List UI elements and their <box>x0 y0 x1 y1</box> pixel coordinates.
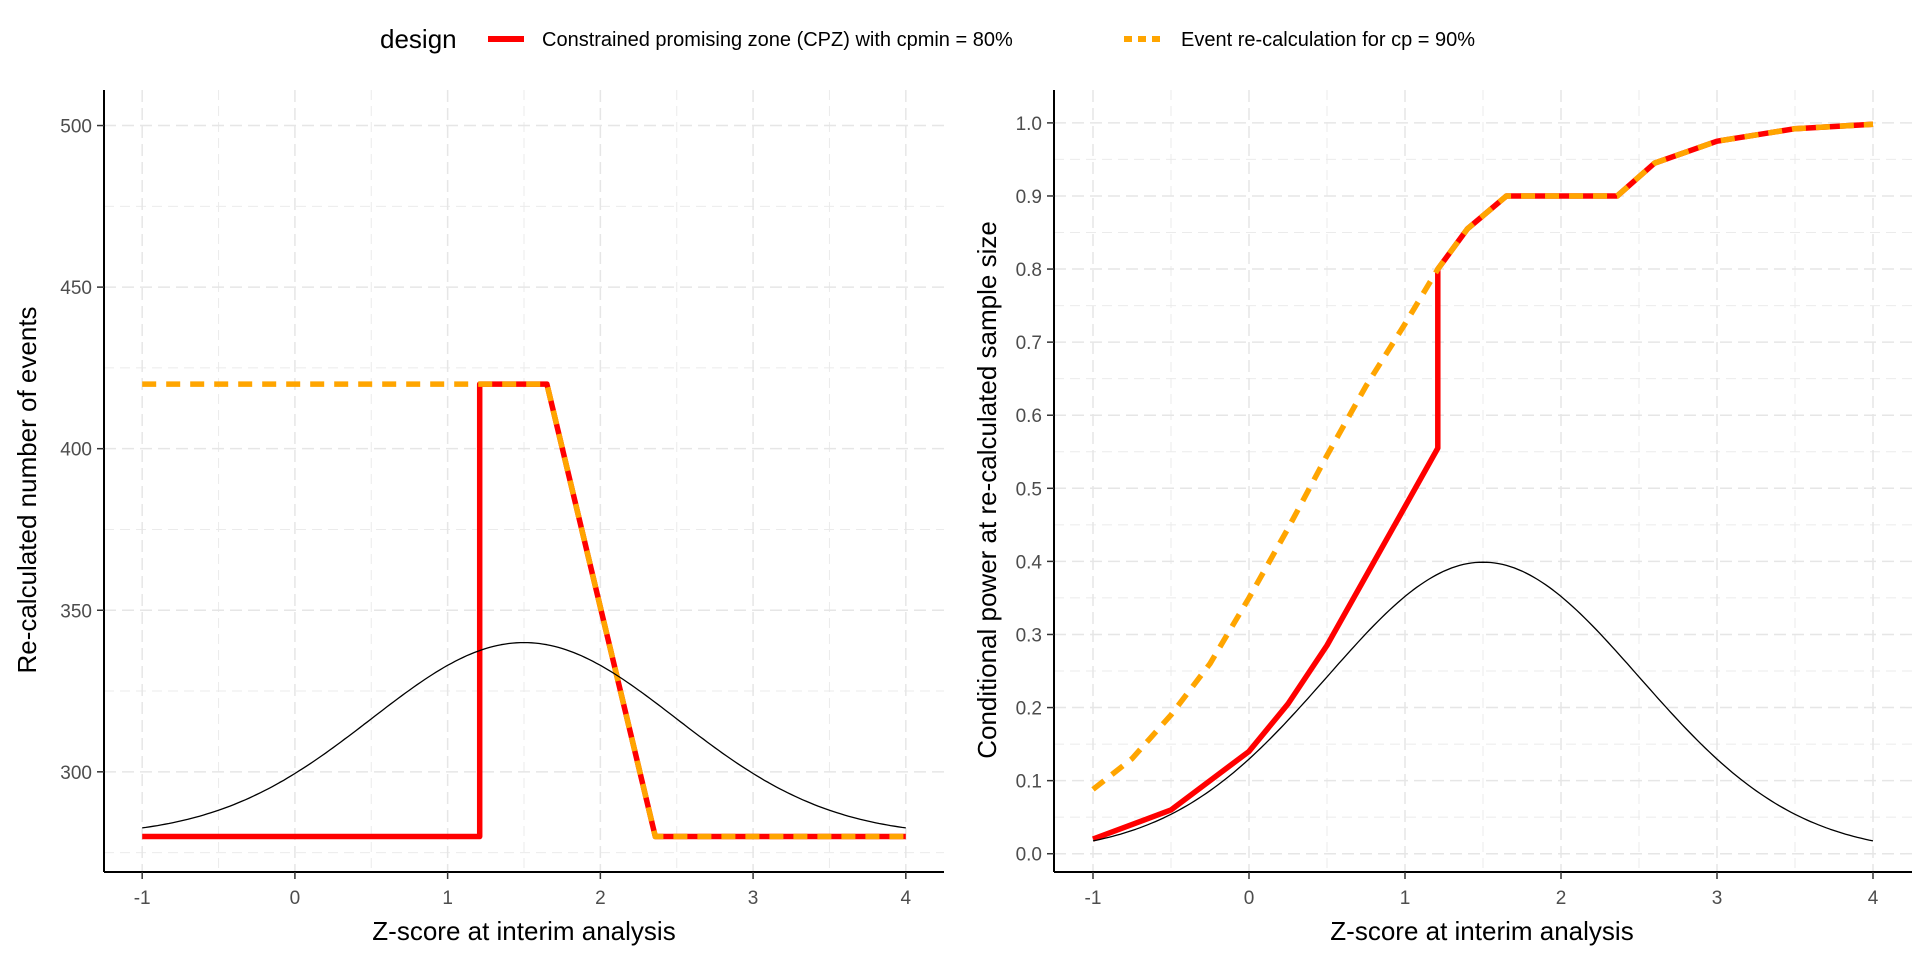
y-tick-label: 500 <box>60 117 92 138</box>
y-tick-label: 0.4 <box>1016 552 1043 573</box>
series-density-curve <box>1092 561 1874 842</box>
x-tick-label: -1 <box>134 888 151 909</box>
y-tick-label: 0.0 <box>1016 845 1042 866</box>
series-left <box>142 381 906 840</box>
x-axis-title-left: Z-score at interim analysis <box>372 916 675 946</box>
y-tick-label: 0.5 <box>1016 479 1042 500</box>
x-tick-label: 4 <box>901 888 912 909</box>
series-event-recalculation-line <box>142 381 906 840</box>
y-tick-label: 0.1 <box>1016 772 1042 793</box>
x-tick-label: 0 <box>290 888 301 909</box>
x-tick-label: -1 <box>1085 888 1102 909</box>
x-tick-label: 0 <box>1244 888 1255 909</box>
series-right <box>1091 121 1874 842</box>
y-axis-title-right: Conditional power at re-calculated sampl… <box>972 221 1002 759</box>
y-axis-title-left: Re-calculated number of events <box>12 306 42 673</box>
x-tick-label: 4 <box>1868 888 1879 909</box>
y-tick-label: 400 <box>60 440 92 461</box>
legend-label-cpz: Constrained promising zone (CPZ) with cp… <box>542 29 1013 51</box>
y-tick-label: 450 <box>60 278 92 299</box>
x-tick-label: 3 <box>1712 888 1723 909</box>
y-tick-label: 300 <box>60 763 92 784</box>
x-axis-title-right: Z-score at interim analysis <box>1330 916 1633 946</box>
legend-label-recalc: Event re-calculation for cp = 90% <box>1181 29 1475 51</box>
series-event-recalculation-line <box>1091 121 1874 792</box>
grid-left <box>104 90 944 872</box>
x-tick-label: 1 <box>1400 888 1411 909</box>
y-tick-label: 0.9 <box>1016 187 1042 208</box>
axes-left: -1 0 1 2 3 4 300 350 400 450 500 <box>60 90 944 909</box>
legend: design Constrained promising zone (CPZ) … <box>380 24 1475 54</box>
x-tick-label: 2 <box>595 888 606 909</box>
y-tick-label: 0.6 <box>1016 406 1042 427</box>
y-tick-label: 0.7 <box>1016 333 1042 354</box>
y-tick-label: 0.3 <box>1016 625 1042 646</box>
x-tick-label: 2 <box>1556 888 1567 909</box>
y-tick-label: 350 <box>60 601 92 622</box>
panel-conditional-power: -1 0 1 2 3 4 0.0 0.1 0.2 0.3 0.4 0.5 0.6 0.7 0.8 0.9 1.0… <box>972 90 1912 946</box>
legend-title: design <box>380 24 457 54</box>
grid-right <box>1054 90 1912 872</box>
y-tick-label: 0.2 <box>1016 699 1042 720</box>
axes-right: -1 0 1 2 3 4 0.0 0.1 0.2 0.3 0.4 0.5 0.6 0.7 0.8 0.9 1.0 <box>1016 90 1912 909</box>
x-tick-label: 3 <box>748 888 759 909</box>
series-density-curve <box>142 641 906 829</box>
y-tick-label: 0.8 <box>1016 260 1042 281</box>
x-tick-label: 1 <box>442 888 453 909</box>
y-tick-label: 1.0 <box>1016 114 1042 135</box>
panel-events: -1 0 1 2 3 4 300 350 400 450 500 Z-score at interi… <box>12 90 944 946</box>
